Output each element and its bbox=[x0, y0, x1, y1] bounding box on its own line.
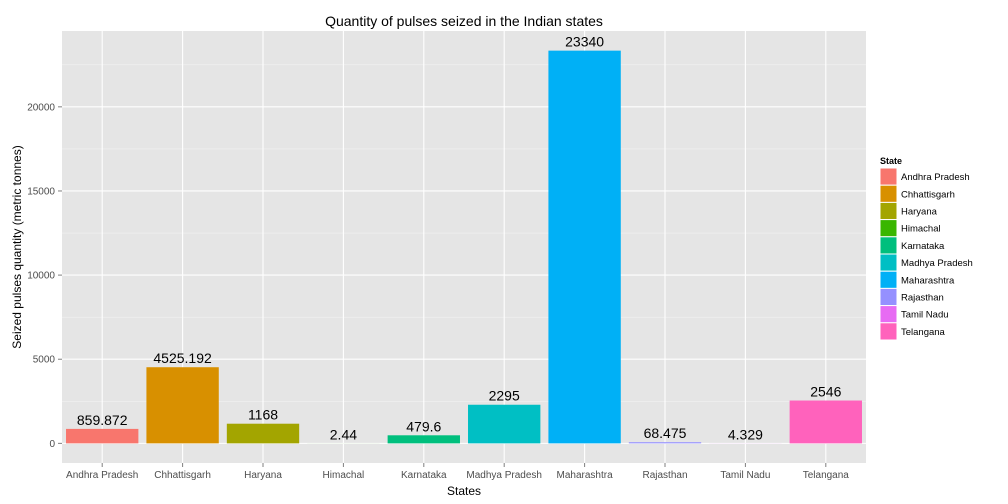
legend: State Andhra Pradesh Chhattisgarh Haryana H… bbox=[879, 156, 973, 341]
bar-madhya-pradesh bbox=[468, 404, 541, 444]
legend-label: Andhra Pradesh bbox=[901, 172, 970, 183]
x-tick-label: Rajasthan bbox=[642, 470, 687, 481]
legend-label: Chhattisgarh bbox=[901, 189, 955, 200]
legend-swatch bbox=[880, 237, 897, 254]
data-label: 68.475 bbox=[644, 425, 687, 441]
bar-karnataka bbox=[387, 435, 460, 444]
data-label: 859.872 bbox=[77, 412, 128, 428]
x-tick-label: Telangana bbox=[803, 470, 850, 481]
legend-swatch bbox=[880, 306, 897, 323]
x-axis-title: States bbox=[447, 484, 481, 498]
y-axis: 0 5000 10000 15000 20000 bbox=[27, 102, 62, 450]
x-tick-label: Tamil Nadu bbox=[720, 470, 770, 481]
data-label: 23340 bbox=[565, 34, 604, 50]
legend-swatch bbox=[880, 271, 897, 288]
y-tick-label: 10000 bbox=[27, 271, 55, 282]
bar-telangana bbox=[789, 400, 862, 444]
legend-label: Tamil Nadu bbox=[901, 310, 949, 321]
y-tick-label: 5000 bbox=[33, 355, 56, 366]
x-tick-label: Maharashtra bbox=[557, 470, 614, 481]
x-axis: Andhra Pradesh Chhattisgarh Haryana Himacha… bbox=[66, 463, 849, 481]
chart-title: Quantity of pulses seized in the Indian … bbox=[325, 13, 603, 29]
data-label: 479.6 bbox=[406, 418, 441, 434]
legend-label: Haryana bbox=[901, 207, 938, 218]
legend-title: State bbox=[880, 156, 902, 166]
data-label: 4.329 bbox=[728, 426, 763, 442]
bar-chhattisgarh bbox=[146, 367, 219, 444]
y-tick-label: 20000 bbox=[27, 102, 55, 113]
legend-label: Karnataka bbox=[901, 241, 945, 252]
legend-swatch bbox=[880, 168, 897, 185]
major-gridlines bbox=[62, 31, 866, 463]
legend-swatch bbox=[880, 254, 897, 271]
legend-swatch bbox=[880, 288, 897, 306]
x-tick-label: Himachal bbox=[323, 470, 365, 481]
bars bbox=[66, 50, 862, 444]
data-label: 2.44 bbox=[330, 426, 357, 442]
bar-andhra-pradesh bbox=[66, 428, 139, 444]
data-labels: 859.872 4525.192 1168 2.44 479.6 2295 23340 68.… bbox=[77, 34, 842, 443]
data-label: 4525.192 bbox=[153, 350, 212, 366]
data-label: 2295 bbox=[489, 388, 520, 404]
x-tick-label: Chhattisgarh bbox=[154, 470, 211, 481]
data-label: 2546 bbox=[810, 384, 841, 400]
legend-swatch bbox=[880, 220, 897, 237]
legend-swatch bbox=[880, 185, 897, 202]
legend-label: Maharashtra bbox=[901, 275, 955, 286]
x-tick-label: Karnataka bbox=[401, 470, 447, 481]
y-axis-title: Seized pulses quantity (metric tonnes) bbox=[10, 145, 24, 348]
x-tick-label: Haryana bbox=[244, 470, 282, 481]
bar-rajasthan bbox=[628, 442, 702, 444]
bar-maharashtra bbox=[548, 50, 621, 444]
y-tick-label: 0 bbox=[49, 439, 55, 450]
x-tick-label: Madhya Pradesh bbox=[466, 470, 542, 481]
data-label: 1168 bbox=[248, 407, 278, 423]
y-tick-label: 15000 bbox=[27, 186, 55, 197]
bar-haryana bbox=[226, 423, 300, 444]
legend-label: Himachal bbox=[901, 224, 941, 235]
legend-label: Madhya Pradesh bbox=[901, 258, 973, 269]
legend-swatch bbox=[880, 202, 897, 220]
legend-label: Telangana bbox=[901, 327, 946, 338]
legend-swatch bbox=[880, 323, 897, 340]
x-tick-label: Andhra Pradesh bbox=[66, 470, 138, 481]
legend-label: Rajasthan bbox=[901, 293, 944, 304]
